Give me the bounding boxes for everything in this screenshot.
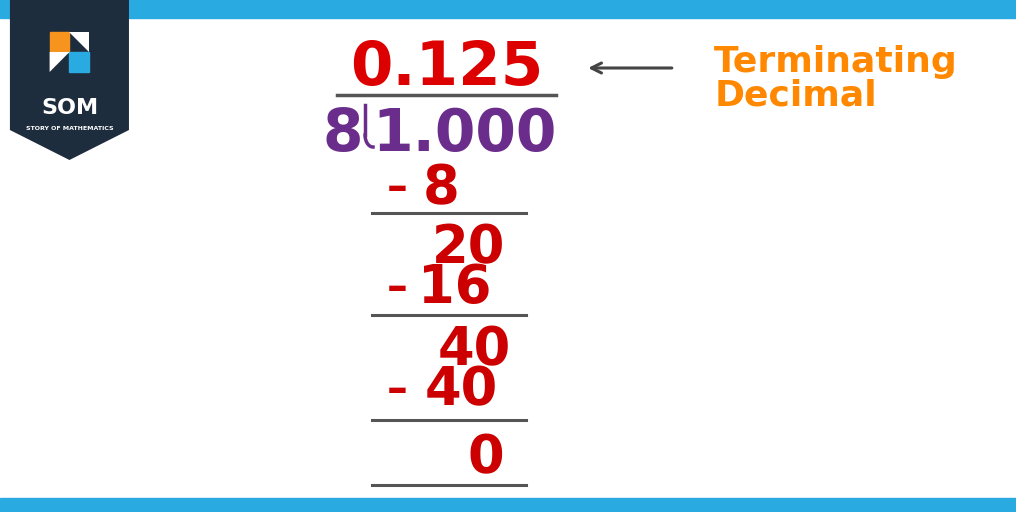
Text: 16: 16 bbox=[418, 262, 492, 314]
Polygon shape bbox=[10, 0, 129, 160]
Text: 40: 40 bbox=[425, 364, 498, 416]
Text: 1.000: 1.000 bbox=[372, 106, 556, 163]
Bar bbox=[0, 498, 1016, 512]
Bar bbox=[70, 52, 89, 72]
Text: 20: 20 bbox=[431, 222, 505, 274]
Text: 40: 40 bbox=[437, 324, 511, 376]
Text: 8: 8 bbox=[322, 106, 362, 163]
Text: –: – bbox=[386, 369, 408, 411]
Text: Decimal: Decimal bbox=[715, 78, 877, 112]
Text: –: – bbox=[386, 267, 408, 309]
Text: 8: 8 bbox=[423, 162, 460, 214]
Text: 0.125: 0.125 bbox=[350, 38, 543, 97]
Bar bbox=[0, 0, 1016, 18]
Text: STORY OF MATHEMATICS: STORY OF MATHEMATICS bbox=[26, 125, 114, 131]
Text: SOM: SOM bbox=[41, 98, 98, 118]
Polygon shape bbox=[70, 32, 89, 52]
Text: 0: 0 bbox=[468, 432, 505, 484]
Text: –: – bbox=[386, 167, 408, 209]
Text: Terminating: Terminating bbox=[715, 45, 958, 79]
Bar bbox=[49, 32, 70, 52]
Polygon shape bbox=[49, 52, 70, 72]
